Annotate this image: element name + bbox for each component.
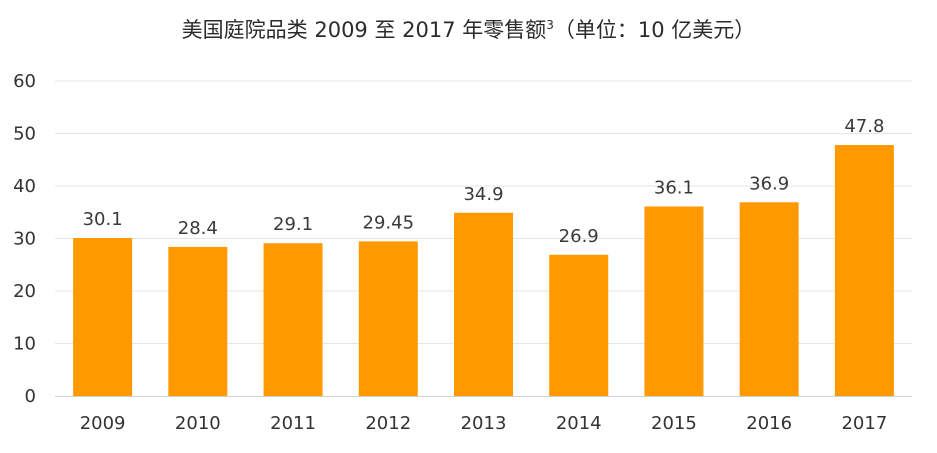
x-tick-label-2017: 2017 [841, 413, 887, 434]
x-tick-label-2011: 2011 [270, 413, 316, 434]
chart-title-superscript: 3 [546, 18, 554, 32]
bar-2013 [454, 212, 513, 396]
data-label-2016: 36.9 [749, 173, 789, 194]
chart-title-suffix: （单位：10 亿美元） [553, 18, 756, 42]
data-label-2014: 26.9 [559, 226, 599, 247]
x-tick-label-2016: 2016 [746, 413, 792, 434]
y-tick-label: 40 [13, 176, 36, 197]
y-tick-label: 50 [13, 124, 36, 145]
data-label-2012: 29.45 [363, 212, 415, 233]
bar-2009 [73, 237, 133, 396]
chart-title-main: 美国庭院品类 2009 至 2017 年零售额 [181, 18, 547, 42]
chart-title: 美国庭院品类 2009 至 2017 年零售额3（单位：10 亿美元） [0, 14, 937, 44]
data-label-2011: 29.1 [273, 214, 313, 235]
x-tick-label-2010: 2010 [175, 413, 221, 434]
bar-2016 [739, 202, 799, 396]
x-tick-label-2013: 2013 [461, 413, 507, 434]
x-axis-tick-labels: 2009 2010 2011 2012 2013 2014 2015 2016 2017 [80, 413, 888, 434]
bar-2015 [644, 206, 704, 396]
x-tick-label-2012: 2012 [365, 413, 411, 434]
data-label-2009: 30.1 [83, 209, 123, 230]
bar-2011 [263, 243, 323, 396]
x-tick-label-2015: 2015 [651, 413, 697, 434]
bars [73, 145, 894, 396]
data-label-2013: 34.9 [463, 184, 503, 205]
y-tick-label: 30 [13, 229, 36, 250]
y-tick-label: 10 [13, 334, 36, 355]
y-tick-label: 0 [25, 386, 36, 407]
bar-2017 [834, 145, 894, 396]
y-axis-tick-labels: 0 10 20 30 40 50 60 [13, 71, 36, 407]
x-tick-label-2009: 2009 [80, 413, 126, 434]
data-label-2015: 36.1 [654, 177, 694, 198]
y-tick-label: 20 [13, 281, 36, 302]
bar-2014 [549, 254, 609, 396]
bar-2012 [358, 241, 418, 396]
bar-2010 [168, 246, 228, 396]
data-labels: 30.1 28.4 29.1 29.45 34.9 26.9 36.1 36.9 47.8 [83, 116, 885, 247]
y-tick-label: 60 [13, 71, 36, 92]
x-tick-label-2014: 2014 [556, 413, 602, 434]
data-label-2010: 28.4 [178, 218, 218, 239]
data-label-2017: 47.8 [844, 116, 884, 137]
